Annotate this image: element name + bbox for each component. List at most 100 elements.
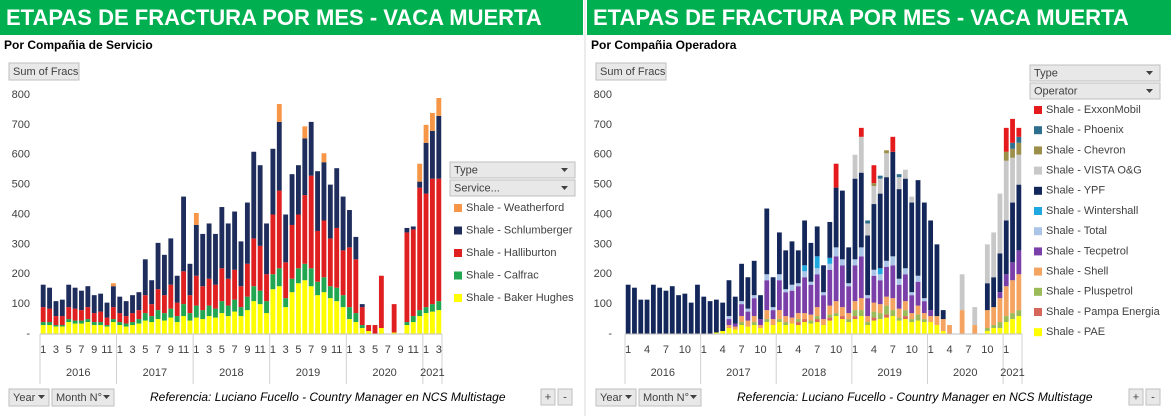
axis-field-button[interactable] <box>595 388 637 407</box>
bar-segment <box>865 220 871 224</box>
bar-segment <box>53 301 59 317</box>
legend-swatch <box>1034 227 1042 236</box>
bar-segment <box>726 328 732 334</box>
x-tick-label: 11 <box>254 344 265 356</box>
bar-segment <box>858 127 864 137</box>
bar-segment <box>903 301 908 311</box>
x-group-label: 2017 <box>726 367 750 379</box>
x-tick-label: 4 <box>946 344 952 356</box>
filter-button-label: Type <box>454 164 478 176</box>
bar-segment <box>934 244 940 317</box>
bar-segment <box>225 223 231 279</box>
bar-segment <box>827 257 833 264</box>
x-tick-label: 10 <box>906 344 918 356</box>
bar-segment <box>270 148 276 215</box>
bar-segment <box>155 319 161 334</box>
bar-segment <box>840 265 845 308</box>
y-tick-label: 700 <box>12 119 30 131</box>
x-tick-label: 4 <box>871 344 877 356</box>
bar-segment <box>984 328 990 332</box>
x-tick-label: 4 <box>795 344 801 356</box>
x-tick-label: 3 <box>206 344 212 356</box>
bar-segment <box>770 319 776 326</box>
bar-segment <box>928 322 934 334</box>
bar-segment <box>890 310 896 317</box>
bar-segment <box>997 253 1003 293</box>
bar-segment <box>833 247 839 257</box>
bar-segment <box>117 325 123 334</box>
x-tick-label: 9 <box>244 344 250 356</box>
axis-field-button[interactable] <box>638 388 702 407</box>
bar-segment <box>181 304 186 317</box>
legend-label: Shale - Weatherford <box>466 202 564 214</box>
bar-segment <box>334 227 340 288</box>
bar-segment <box>1016 154 1022 185</box>
filter-button[interactable] <box>449 161 576 179</box>
legend-swatch <box>1034 186 1042 195</box>
filter-button[interactable] <box>449 179 576 197</box>
dropdown-arrow <box>103 395 110 399</box>
x-group-label: 2021 <box>1000 367 1024 379</box>
bar-segment <box>53 325 59 327</box>
bar-segment <box>315 295 320 334</box>
zoom-button[interactable] <box>1128 388 1144 406</box>
bar-segment <box>347 247 352 308</box>
bar-segment <box>915 320 921 334</box>
zoom-button[interactable] <box>540 388 556 406</box>
y-tick-label: 100 <box>594 298 612 310</box>
filter-button[interactable] <box>1029 64 1161 82</box>
value-field-button[interactable] <box>8 62 80 81</box>
bar-segment <box>40 325 46 334</box>
bar-segment <box>751 325 757 334</box>
bar-segment <box>340 250 346 296</box>
x-tick-label: 7 <box>965 344 971 356</box>
bar-segment <box>417 316 423 334</box>
zoom-button[interactable] <box>557 388 573 406</box>
bar-segment <box>764 274 770 281</box>
bar-segment <box>200 319 206 334</box>
bar-segment <box>726 280 732 317</box>
bar-segment <box>663 290 669 334</box>
bar-segment <box>130 325 135 334</box>
legend-swatch <box>1034 126 1042 135</box>
axis-field-label: Year <box>13 392 36 404</box>
axis-field-button[interactable] <box>8 388 50 407</box>
value-field-button[interactable] <box>595 62 667 81</box>
x-tick-label: 1 <box>346 344 352 356</box>
legend-swatch <box>1034 328 1042 337</box>
bar-segment <box>884 317 889 334</box>
x-tick-label: 5 <box>219 344 225 356</box>
bar-segment <box>91 313 97 323</box>
bar-segment <box>257 245 263 291</box>
bar-segment <box>726 319 732 326</box>
axis-field-button[interactable] <box>51 388 115 407</box>
bar-segment <box>846 322 852 334</box>
x-tick-label: 11 <box>331 344 342 356</box>
value-field-label: Sum of Fracs <box>13 66 79 78</box>
bar-segment <box>852 154 858 179</box>
bar-segment <box>909 292 915 296</box>
bar-segment <box>187 320 193 334</box>
bar-segment <box>193 213 199 225</box>
bar-segment <box>308 268 314 287</box>
filter-button[interactable] <box>1029 82 1161 100</box>
bar-segment <box>915 275 921 282</box>
bar-segment <box>264 313 269 334</box>
bar-segment <box>315 171 320 231</box>
x-group-label: 2020 <box>372 367 396 379</box>
x-tick-label: 4 <box>720 344 726 356</box>
bar-segment <box>72 308 78 321</box>
bar-segment <box>865 322 871 326</box>
bar-segment <box>1010 319 1015 334</box>
x-tick-label: 7 <box>78 344 84 356</box>
bar-segment <box>308 286 314 334</box>
legend-label: Shale - Pluspetrol <box>1046 286 1133 298</box>
bar-segment <box>168 308 174 318</box>
bar-segment <box>1003 220 1009 275</box>
bar-segment <box>808 320 814 324</box>
zoom-button[interactable] <box>1145 388 1161 406</box>
x-tick-label: 7 <box>890 344 896 356</box>
y-tick-label: - <box>608 328 612 340</box>
bar-segment <box>940 331 946 334</box>
y-tick-label: 200 <box>12 268 30 280</box>
